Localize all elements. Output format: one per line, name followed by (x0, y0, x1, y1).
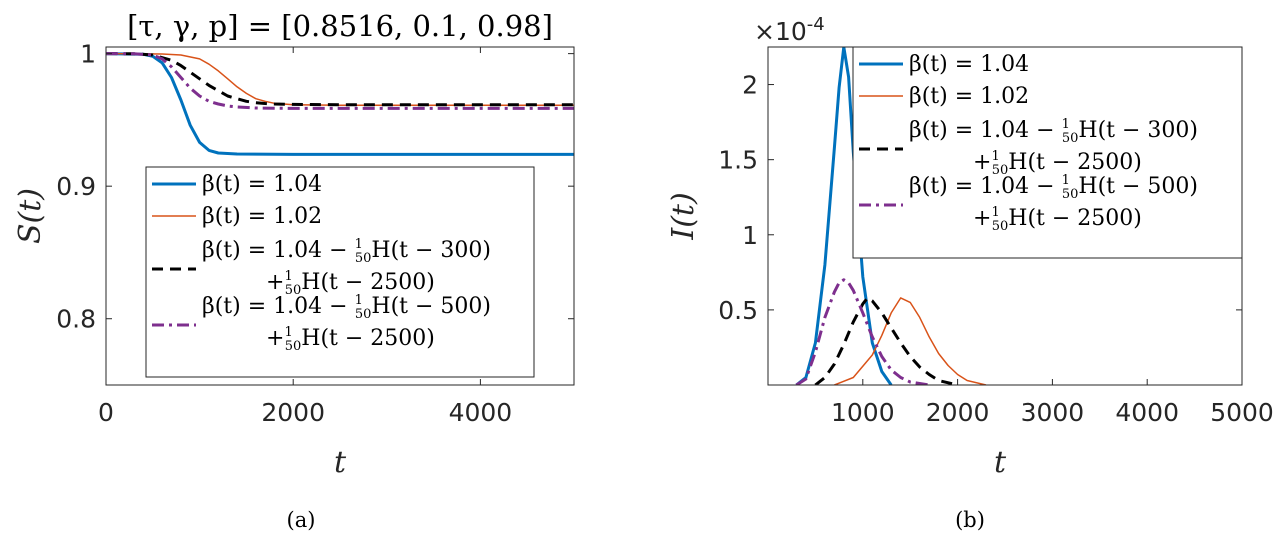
panel-a-legend: β(t) = 1.04 β(t) = 1.02 β(t) = 1.04 − 1 50H… (145, 166, 535, 378)
panel-a-ticks: 0 2000 4000 0.8 0.9 1 (56, 40, 574, 427)
y-tick-label: 1.5 (718, 146, 758, 175)
panel-a: 0 2000 4000 0.8 0.9 1 [τ, γ, p] = [0.8516, 0.… (13, 9, 575, 480)
panel-b-ylabel: I(t) (666, 192, 701, 240)
series-line-1 (106, 52, 574, 156)
panel-b-y-multiplier: ×10-4 (754, 14, 825, 46)
panel-a-ylabel: S(t) (13, 188, 48, 244)
legend-label-cont: +1 50H(t − 2500) (266, 325, 435, 354)
panel-b-ticks: 1000 2000 3000 4000 5000 0.5 1 1.5 2 (718, 47, 1274, 427)
y-tick-label: 0.5 (718, 296, 758, 325)
panel-a-xlabel: t (334, 445, 347, 480)
panel-b-xlabel: t (994, 445, 1007, 480)
y-tick-label: 1 (742, 221, 758, 250)
panel-b: 1000 2000 3000 4000 5000 0.5 1 1.5 2 ×10-4 t I(t… (666, 14, 1274, 480)
legend-label: β(t) = 1.02 (909, 84, 1029, 109)
x-tick-label: 2000 (926, 398, 990, 427)
series-line-2 (834, 297, 987, 385)
panel-a-axes-box (105, 46, 575, 386)
series-line-2 (106, 52, 574, 107)
panel-b-legend: β(t) = 1.04 β(t) = 1.02 β(t) = 1.04 − 1 50H… (852, 46, 1243, 259)
panel-a-title: [τ, γ, p] = [0.8516, 0.1, 0.98] (127, 9, 553, 43)
x-tick-label: 2000 (261, 398, 325, 427)
legend-label: β(t) = 1.04 (909, 52, 1029, 77)
x-tick-label: 4000 (1115, 398, 1179, 427)
legend-label: β(t) = 1.02 (202, 204, 322, 229)
series-line-4 (106, 52, 574, 110)
legend-label: β(t) = 1.04 − 1 50H(t − 300) (909, 117, 1198, 146)
x-tick-label: 0 (98, 398, 114, 427)
series-line-4 (795, 278, 930, 385)
legend-box (852, 46, 1243, 259)
legend-label-cont: +1 50H(t − 2500) (973, 205, 1142, 234)
legend-label: β(t) = 1.04 − 1 50H(t − 300) (202, 237, 491, 266)
legend-box (145, 166, 535, 378)
panel-a-plot-lines (106, 52, 574, 156)
x-tick-label: 4000 (449, 398, 513, 427)
series-line-1 (795, 47, 893, 385)
x-tick-label: 5000 (1210, 398, 1274, 427)
y-tick-label: 0.9 (56, 172, 96, 201)
legend-label-cont: +1 50H(t − 2500) (973, 149, 1142, 178)
legend-label: β(t) = 1.04 − 1 50H(t − 500) (202, 293, 491, 322)
series-line-3 (106, 52, 574, 107)
series-line-3 (814, 296, 958, 385)
x-tick-label: 1000 (831, 398, 895, 427)
y-tick-label: 2 (742, 71, 758, 100)
legend-label-cont: +1 50H(t − 2500) (266, 269, 435, 298)
x-tick-label: 3000 (1021, 398, 1085, 427)
legend-label: β(t) = 1.04 (202, 172, 322, 197)
caption-a: (a) (287, 508, 316, 532)
legend-label: β(t) = 1.04 − 1 50H(t − 500) (909, 173, 1198, 202)
y-tick-label: 1 (80, 40, 96, 69)
caption-b: (b) (955, 508, 985, 532)
panel-b-plot-lines (795, 47, 987, 385)
y-tick-label: 0.8 (56, 305, 96, 334)
